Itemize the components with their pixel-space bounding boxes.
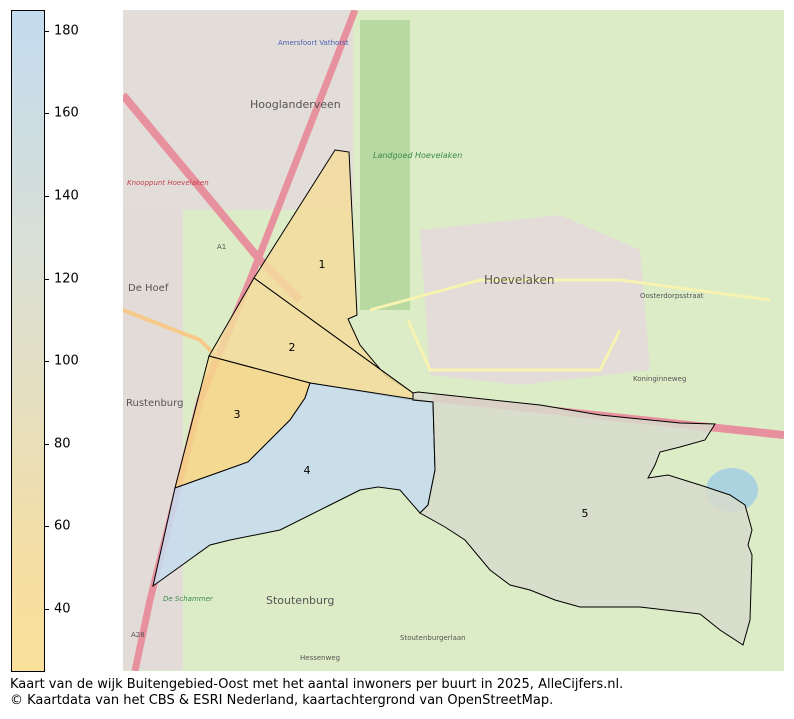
- colorbar-tick: [44, 30, 49, 32]
- place-landgoed: Landgoed Hoevelaken: [373, 151, 462, 160]
- colorbar-tick: [44, 113, 49, 115]
- colorbar-tick: [44, 361, 49, 363]
- caption-line-1: Kaart van de wijk Buitengebied-Oost met …: [10, 677, 624, 692]
- region-label-2: 2: [289, 341, 296, 354]
- urban-area-hoevelaken: [420, 215, 650, 385]
- colorbar-tick: [44, 195, 49, 197]
- label-a28: A28: [131, 631, 145, 639]
- place-hoevelaken: Hoevelaken: [484, 273, 554, 287]
- colorbar-tick: [44, 526, 49, 528]
- region-5[interactable]: [412, 391, 753, 646]
- place-stoutenburg: Stoutenburg: [266, 594, 334, 607]
- region-label-3: 3: [234, 408, 241, 421]
- label-a1: A1: [217, 243, 226, 251]
- map[interactable]: 1 2 3 4 5 Hoevelaken Hooglanderveen Stou…: [123, 10, 784, 671]
- label-stoutenburgerlaan: Stoutenburgerlaan: [400, 634, 466, 642]
- colorbar-tick: [44, 609, 49, 611]
- colorbar-tick-label: 60: [54, 518, 71, 534]
- place-hooglanderveen: Hooglanderveen: [250, 98, 341, 111]
- colorbar-tick-label: 80: [54, 436, 71, 452]
- label-koninginneweg: Koninginneweg: [633, 375, 686, 383]
- colorbar-tick-label: 180: [54, 23, 79, 39]
- colorbar-tick-label: 100: [54, 353, 79, 369]
- colorbar-tick-label: 120: [54, 271, 79, 287]
- label-hessenweg: Hessenweg: [300, 654, 340, 662]
- caption-line-2: © Kaartdata van het CBS & ESRI Nederland…: [10, 693, 554, 708]
- place-vathorst: Amersfoort Vathorst: [278, 39, 349, 47]
- region-label-5: 5: [582, 507, 589, 520]
- place-de-hoef: De Hoef: [128, 283, 169, 294]
- road-koninginneweg: [406, 319, 622, 372]
- colorbar-tick-label: 140: [54, 188, 79, 204]
- label-knooppunt: Knooppunt Hoevelaken: [127, 179, 209, 187]
- colorbar: [11, 10, 45, 672]
- map-svg: 1 2 3 4 5 Hoevelaken Hooglanderveen Stou…: [123, 10, 784, 671]
- colorbar-tick: [44, 443, 49, 445]
- region-label-1: 1: [319, 258, 326, 271]
- label-de-schammer: De Schammer: [163, 595, 214, 603]
- caption: Kaart van de wijk Buitengebied-Oost met …: [10, 677, 623, 709]
- region-label-4: 4: [304, 464, 311, 477]
- label-oosterdorpsstraat: Oosterdorpsstraat: [640, 292, 704, 300]
- colorbar-tick-label: 160: [54, 105, 79, 121]
- place-rustenburg: Rustenburg: [126, 398, 183, 409]
- colorbar-tick-label: 40: [54, 601, 71, 617]
- colorbar-tick: [44, 278, 49, 280]
- forest-landgoed: [360, 20, 410, 310]
- road-oosterdorpsstraat: [369, 278, 771, 312]
